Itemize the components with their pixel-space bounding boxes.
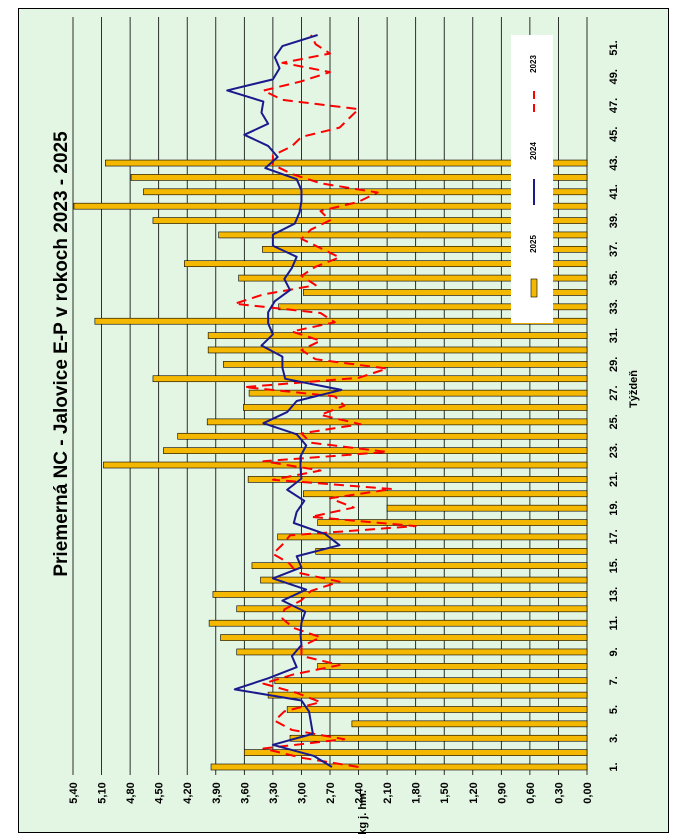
- bar-2025: [152, 375, 588, 383]
- bar-2025: [210, 763, 588, 771]
- x-tick-label: 9.: [608, 647, 620, 656]
- bar-2025: [317, 519, 588, 526]
- x-tick-label: 47.: [608, 98, 620, 113]
- y-tick-label: 2,40: [354, 782, 366, 803]
- chart-frame: 0,00 0,30 0,60 0,90 1,20 1,50 1,80 2,10 2,40 2,70…: [18, 8, 669, 834]
- x-tick-label: 21.: [608, 472, 620, 487]
- bar-2025: [207, 346, 588, 354]
- bar-2025: [278, 303, 588, 311]
- bar-2025: [386, 504, 588, 512]
- bar-2025: [218, 231, 588, 239]
- bar-2025: [243, 404, 588, 411]
- x-tick-label: 19.: [608, 501, 620, 516]
- x-tick-label: 45.: [608, 127, 620, 142]
- x-tick-label: 5.: [608, 705, 620, 714]
- y-tick-label: 3,00: [296, 782, 308, 803]
- bar-2025: [303, 490, 588, 498]
- y-tick-label: 0,60: [525, 782, 537, 803]
- bar-2025: [103, 461, 588, 469]
- legend-label-2024: 2024: [529, 142, 538, 160]
- x-tick-label: 27.: [608, 385, 620, 400]
- bar-2025: [206, 418, 588, 426]
- x-tick-label: 29.: [608, 357, 620, 372]
- x-tick-label: 33.: [608, 299, 620, 314]
- y-tick-label: 1,80: [411, 782, 423, 803]
- bar-2025: [152, 217, 588, 224]
- y-tick-label: 3,30: [268, 782, 280, 803]
- x-tick-label: 7.: [608, 676, 620, 685]
- x-axis-label: Týždeň: [628, 370, 640, 408]
- bar-2025: [262, 246, 588, 253]
- legend-swatch-2025: [530, 278, 538, 298]
- bar-2025: [220, 634, 588, 641]
- x-tick-label: 31.: [608, 328, 620, 343]
- bar-2025: [289, 734, 588, 742]
- bar-2025: [286, 706, 588, 713]
- bar-2025: [207, 332, 588, 339]
- bar-2025: [260, 576, 588, 584]
- y-tick-label: 5,40: [68, 782, 80, 803]
- y-tick-label: 1,50: [439, 782, 451, 803]
- bar-2025: [212, 591, 588, 598]
- bar-2025: [143, 188, 588, 196]
- bar-2025: [244, 749, 588, 756]
- x-tick-label: 13.: [608, 587, 620, 602]
- y-tick-label: 4,50: [154, 782, 166, 803]
- bar-2025: [248, 389, 588, 397]
- legend-label-2025: 2025: [529, 235, 538, 253]
- x-tick-label: 37.: [608, 242, 620, 257]
- y-tick-label: 1,20: [468, 782, 480, 803]
- x-tick-label: 1.: [608, 762, 620, 771]
- bar-2025: [238, 274, 588, 282]
- x-tick-label: 11.: [608, 616, 620, 631]
- bar-2025: [277, 533, 588, 541]
- x-tick-label: 25.: [608, 414, 620, 429]
- bar-2025: [267, 691, 588, 699]
- line-2023: [233, 34, 417, 768]
- bar-2025: [251, 562, 588, 569]
- y-tick-label: 2,10: [382, 782, 394, 803]
- bar-2025: [94, 317, 588, 325]
- bar-2025: [315, 547, 588, 555]
- bar-2025: [184, 260, 588, 267]
- bar-2025: [223, 361, 588, 368]
- y-tick-label: 0,00: [582, 782, 594, 803]
- x-tick-label: 15.: [608, 558, 620, 573]
- y-tick-label: 4,80: [125, 782, 137, 803]
- x-tick-label: 35.: [608, 270, 620, 285]
- bar-2025: [303, 289, 588, 296]
- x-tick-label: 3.: [608, 734, 620, 743]
- chart-title: Priemerná NC - Jalovice E-P v rokoch 202…: [51, 131, 72, 577]
- bar-2025: [351, 720, 588, 728]
- line-2024: [226, 34, 343, 768]
- x-tick-label: 23.: [608, 443, 620, 458]
- y-tick-label: 2,70: [325, 782, 337, 803]
- y-tick-label: 0,30: [553, 782, 565, 803]
- x-tick-label: 51.: [608, 40, 620, 55]
- bar-2025: [177, 432, 588, 440]
- x-tick-label: 39.: [608, 213, 620, 228]
- legend-label-2023: 2023: [529, 55, 538, 73]
- bar-2025: [105, 159, 588, 167]
- x-tick-label: 43.: [608, 155, 620, 170]
- bar-2025: [236, 648, 588, 656]
- y-axis-label: €/kg j. hm.: [357, 790, 369, 834]
- bar-2025: [274, 677, 588, 685]
- y-tick-label: 3,60: [239, 782, 251, 803]
- x-tick-label: 41.: [608, 184, 620, 199]
- bar-2025: [247, 476, 588, 483]
- bar-2025: [208, 619, 588, 627]
- bar-2025: [317, 663, 588, 670]
- x-tick-label: 49.: [608, 69, 620, 84]
- y-tick-label: 5,10: [97, 782, 109, 803]
- legend: 2025 2024 2023: [511, 35, 553, 323]
- bar-2025: [236, 605, 588, 613]
- legend-box: [511, 35, 553, 323]
- y-tick-label: 0,90: [496, 782, 508, 803]
- y-tick-label: 4,20: [182, 782, 194, 803]
- bar-2025: [130, 174, 588, 181]
- chart-svg: 0,00 0,30 0,60 0,90 1,20 1,50 1,80 2,10 2,40 2,70…: [51, 17, 640, 834]
- y-tick-label: 3,90: [211, 782, 223, 803]
- x-tick-label: 17.: [608, 529, 620, 544]
